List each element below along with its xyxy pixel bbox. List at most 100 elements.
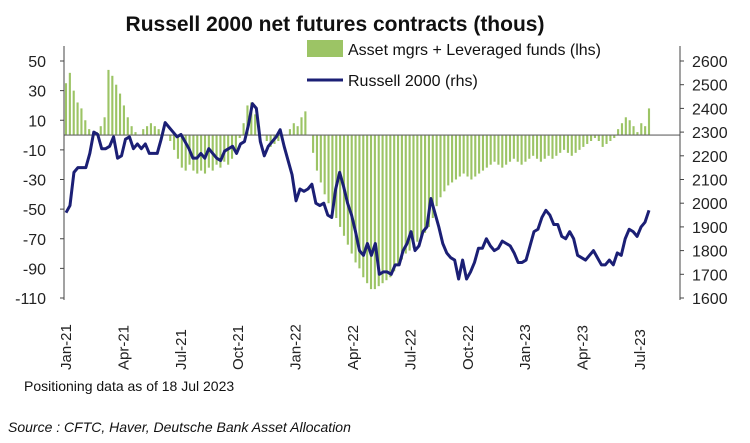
- bar: [601, 135, 604, 147]
- bar: [269, 135, 272, 147]
- bar: [157, 129, 160, 136]
- bar: [176, 135, 180, 159]
- bar: [617, 129, 620, 136]
- bar: [620, 123, 624, 136]
- bar: [489, 135, 492, 165]
- bar: [435, 135, 438, 207]
- right-tick-label: 1900: [692, 220, 728, 237]
- bar: [99, 126, 102, 136]
- bar: [180, 135, 183, 168]
- bar: [111, 75, 114, 136]
- bar: [605, 135, 608, 144]
- x-tick-label: Jan-23: [517, 324, 534, 370]
- bar: [312, 135, 315, 153]
- bar: [566, 135, 569, 153]
- bar: [396, 135, 400, 266]
- line-series: [64, 102, 651, 281]
- left-axis: 50 30 10 -10 -30 -50 -70 -90 -110: [15, 54, 64, 308]
- bar: [590, 135, 593, 141]
- bar: [478, 135, 481, 174]
- bar: [582, 135, 585, 147]
- bar: [647, 108, 651, 136]
- bar: [223, 135, 226, 162]
- bar: [466, 135, 469, 177]
- left-tick-label: -30: [23, 173, 46, 190]
- bar: [462, 135, 465, 174]
- bar: [563, 135, 566, 150]
- bar: [373, 135, 376, 290]
- bar: [636, 132, 639, 136]
- bar: [400, 135, 403, 260]
- bar: [122, 105, 125, 136]
- left-tick-label: -10: [23, 143, 46, 160]
- bar: [458, 135, 461, 177]
- bar: [574, 135, 577, 153]
- bar: [543, 135, 546, 159]
- right-tick-label: 2300: [692, 125, 728, 142]
- legend: Asset mgrs + Leveraged funds (lhs) Russe…: [307, 40, 601, 90]
- right-tick-label: 1600: [692, 291, 728, 308]
- bar: [512, 135, 515, 159]
- bar: [335, 135, 338, 219]
- bar: [250, 102, 253, 136]
- x-tick-label: Jul-21: [173, 329, 190, 370]
- bar: [447, 135, 450, 186]
- right-axis: 2600 2500 2400 2300 2200 2100 2000 1900 1800 1700…: [680, 54, 728, 308]
- bar: [481, 135, 485, 171]
- left-tick-label: -50: [23, 202, 46, 219]
- bar: [118, 93, 122, 136]
- bar: [88, 129, 91, 136]
- right-tick-label: 2200: [692, 149, 728, 166]
- positioning-note: Positioning data as of 18 Jul 2023: [24, 378, 234, 394]
- bar: [149, 123, 152, 136]
- bar: [246, 105, 249, 136]
- source-note: Source : CFTC, Haver, Deutsche Bank Asse…: [8, 419, 351, 435]
- bar: [300, 117, 303, 136]
- chart-title: Russell 2000 net futures contracts (thou…: [126, 13, 545, 36]
- bar: [115, 84, 118, 136]
- bar: [354, 135, 357, 263]
- bar: [424, 135, 427, 233]
- bar: [238, 135, 241, 139]
- bar: [196, 135, 199, 174]
- bar: [385, 135, 388, 281]
- bar: [358, 135, 361, 269]
- bar: [288, 129, 291, 136]
- bar: [427, 135, 430, 227]
- bar: [539, 135, 542, 162]
- bar: [68, 72, 71, 136]
- x-tick-label: Apr-23: [575, 325, 592, 370]
- bar: [126, 117, 129, 136]
- left-tick-label: 10: [28, 113, 46, 130]
- bar: [192, 135, 195, 171]
- x-tick-label: Apr-22: [345, 325, 362, 370]
- bar: [146, 126, 149, 136]
- bar: [346, 135, 349, 245]
- bar: [277, 135, 280, 141]
- bar: [327, 135, 330, 204]
- bar: [609, 135, 612, 141]
- bar: [369, 135, 373, 290]
- bar: [366, 135, 369, 284]
- bar: [586, 135, 589, 144]
- bar: [470, 135, 473, 180]
- legend-label-bars: Asset mgrs + Leveraged funds (lhs): [348, 42, 601, 59]
- x-tick-label: Jul-23: [632, 329, 649, 370]
- right-tick-label: 2500: [692, 78, 728, 95]
- bar: [508, 135, 512, 162]
- x-tick-label: Jan-21: [58, 324, 75, 370]
- bar: [524, 135, 527, 162]
- bar: [292, 123, 295, 136]
- bar: [632, 126, 635, 136]
- x-tick-label: Jul-22: [402, 329, 419, 370]
- bar: [451, 135, 454, 183]
- bar: [570, 135, 573, 156]
- bar: [493, 135, 496, 162]
- bar-series: [64, 69, 651, 290]
- bar: [578, 135, 581, 150]
- bar: [613, 135, 616, 139]
- bar: [532, 135, 535, 156]
- bar: [72, 90, 75, 136]
- bar: [497, 135, 500, 165]
- bar: [331, 135, 334, 213]
